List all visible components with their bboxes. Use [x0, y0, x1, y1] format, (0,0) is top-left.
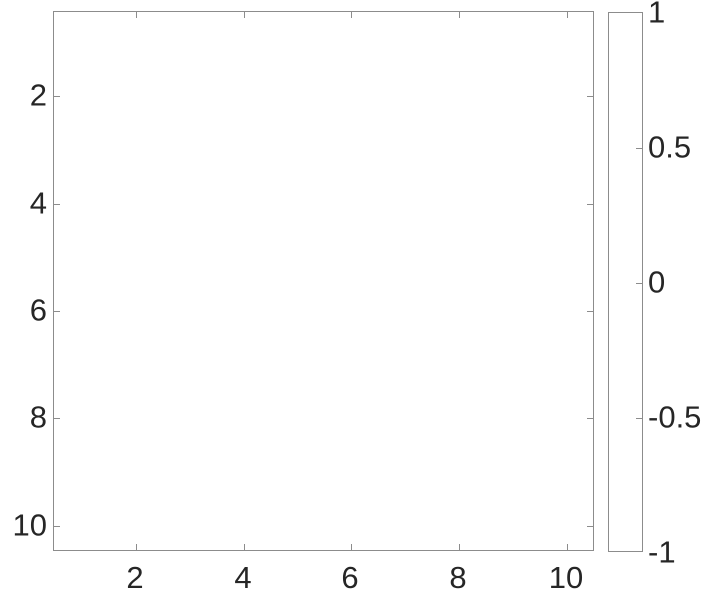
y-tick-mark-8 — [587, 418, 593, 419]
x-tick-mark-2 — [136, 544, 137, 550]
colorbar-tick-label-1: 1 — [648, 0, 666, 30]
x-tick-label-2: 2 — [126, 560, 144, 595]
x-tick-label-8: 8 — [449, 560, 467, 595]
x-tick-mark-6 — [351, 544, 352, 550]
x-tick-label-6: 6 — [341, 560, 359, 595]
y-tick-mark-2 — [587, 96, 593, 97]
y-tick-mark-6 — [54, 311, 60, 312]
colorbar-tick-mark-0.5 — [636, 148, 642, 149]
colorbar-tick-mark-0 — [636, 283, 642, 284]
colorbar-tick-mark--0.5 — [636, 418, 642, 419]
y-tick-mark-10 — [587, 526, 593, 527]
x-tick-mark-6 — [351, 12, 352, 18]
colorbar-tick-label-0: 0 — [648, 264, 666, 300]
y-tick-label-6: 6 — [29, 292, 47, 328]
y-tick-mark-4 — [587, 204, 593, 205]
y-tick-label-4: 4 — [29, 185, 47, 221]
x-tick-label-10: 10 — [548, 560, 584, 595]
colorbar-tick-label--1: -1 — [648, 534, 676, 570]
colorbar-tick-label--0-5: -0.5 — [648, 399, 702, 435]
x-tick-mark-2 — [136, 12, 137, 18]
y-tick-label-8: 8 — [29, 399, 47, 435]
y-tick-mark-6 — [587, 311, 593, 312]
x-tick-label-4: 4 — [234, 560, 252, 595]
x-tick-mark-10 — [567, 544, 568, 550]
colorbar-tick-label-0-5: 0.5 — [648, 129, 692, 165]
y-tick-label-2: 2 — [29, 77, 47, 113]
y-tick-mark-4 — [54, 204, 60, 205]
y-tick-label-10: 10 — [12, 507, 47, 543]
colorbar-gradient — [609, 13, 642, 551]
x-tick-mark-4 — [244, 544, 245, 550]
y-tick-mark-2 — [54, 96, 60, 97]
colorbar[interactable] — [608, 12, 643, 552]
x-tick-mark-4 — [244, 12, 245, 18]
y-tick-mark-8 — [54, 418, 60, 419]
x-tick-mark-8 — [459, 12, 460, 18]
plot-data-area[interactable] — [54, 12, 593, 550]
x-tick-mark-8 — [459, 544, 460, 550]
y-tick-mark-10 — [54, 526, 60, 527]
main-plot-axes[interactable] — [53, 11, 594, 551]
x-tick-mark-10 — [567, 12, 568, 18]
